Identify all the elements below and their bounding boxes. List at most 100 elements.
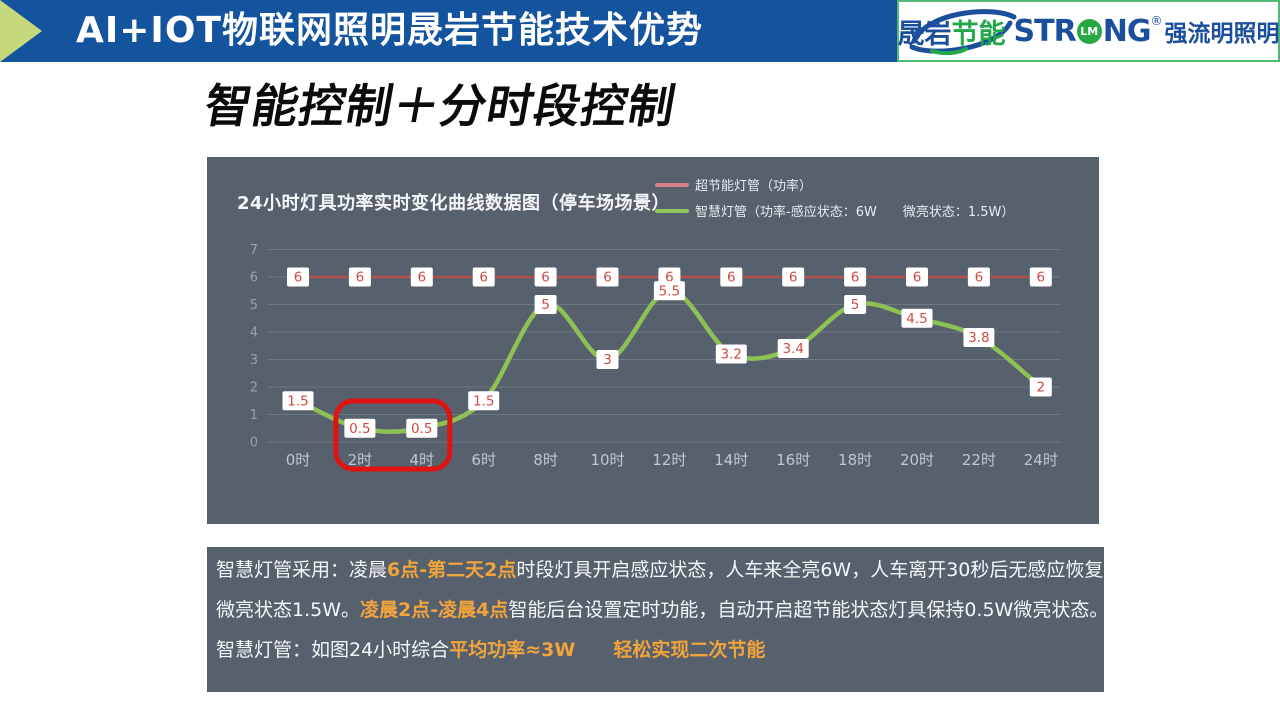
header-bar: AI+IOT物联网照明晟岩节能技术优势 <box>0 0 897 62</box>
strong-logo-post: NG <box>1102 13 1152 49</box>
note-highlight: 轻松实现二次节能 <box>613 639 766 661</box>
note-text: 微亮状态1.5W。 <box>216 599 361 621</box>
strong-logo-cn: 强流明照明 <box>1164 21 1280 47</box>
data-label-box <box>596 350 619 369</box>
y-tick-label: 4 <box>250 326 258 341</box>
note-line: 微亮状态1.5W。凌晨2点-凌晨4点智能后台设置定时功能，自动开启超节能状态灯具… <box>216 597 1108 624</box>
shengyan-logo-text: 晟岩节能 <box>898 12 1006 51</box>
line-chart: 0 1 2 3 4 5 6 7 0时 2时 4时 6时 8时 10时 12时 14时 16时 18时 20时 22时 2… <box>250 243 1060 472</box>
data-label: 5.5 <box>659 283 680 299</box>
data-label: 1.5 <box>287 393 308 409</box>
y-tick-label: 6 <box>250 271 258 286</box>
note-text: 时段灯具开启感应状态，人车来全亮6W，人车离开30秒后无感应恢复 <box>516 559 1104 581</box>
page-title: 智能控制＋分时段控制 <box>200 79 681 133</box>
strong-logo-pre: STR <box>1013 13 1077 49</box>
data-label: 6 <box>975 270 984 286</box>
shengyan-logo: 晟岩节能 <box>898 5 1017 57</box>
y-tick-label: 7 <box>250 243 258 258</box>
data-label-box <box>348 267 371 287</box>
data-label-box <box>472 267 495 287</box>
data-label: 6 <box>851 270 860 286</box>
chart-panel: 0 1 2 3 4 5 6 7 0时 2时 4时 6时 8时 10时 12时 14时 16时 18时 20时 22时 2… <box>207 157 1099 524</box>
orbit-swoosh-icon <box>909 9 1017 56</box>
data-label-box <box>410 267 433 287</box>
data-label: 6 <box>294 270 303 286</box>
data-label-box <box>653 281 685 301</box>
note-text <box>575 639 613 661</box>
x-tick-label: 0时 <box>286 451 311 469</box>
legend-item: 智慧灯管（功率-感应状态：6W 微亮状态：1.5W） <box>655 200 1014 221</box>
data-label-box <box>844 295 867 314</box>
data-label: 6 <box>603 270 612 286</box>
data-label: 1.5 <box>473 393 494 409</box>
header-title: AI+IOT物联网照明晟岩节能技术优势 <box>76 10 703 51</box>
y-tick-label: 3 <box>250 353 258 368</box>
x-tick-label: 6时 <box>471 451 496 469</box>
data-label-box <box>967 267 990 287</box>
note-text: 智慧灯管采用：凌晨 <box>216 559 388 581</box>
y-tick-label: 2 <box>250 381 258 396</box>
legend-label: 智慧灯管（功率-感应状态：6W 微亮状态：1.5W） <box>695 205 1015 220</box>
data-label: 6 <box>541 270 550 286</box>
data-label: 4.5 <box>906 311 927 327</box>
data-label: 3.4 <box>782 341 803 357</box>
highlight-oval <box>333 398 453 472</box>
note-highlight: 6点-第二天2点 <box>387 559 517 581</box>
x-tick-label: 2时 <box>348 451 373 469</box>
data-label-box <box>901 308 933 328</box>
y-tick-label: 0 <box>250 436 258 451</box>
chart-legend: 超节能灯管（功率） 智慧灯管（功率-感应状态：6W 微亮状态：1.5W） <box>655 174 1014 221</box>
data-label-box <box>282 391 314 411</box>
data-label: 6 <box>356 270 365 286</box>
note-line: 智慧灯管采用：凌晨6点-第二天2点时段灯具开启感应状态，人车来全亮6W，人车离开… <box>216 557 1103 584</box>
data-label-box <box>468 391 500 411</box>
arrow-icon <box>0 0 42 62</box>
data-label-box <box>287 267 309 287</box>
data-label-box <box>1029 377 1052 397</box>
x-tick-label: 22时 <box>962 451 996 469</box>
legend-swatch-red-line-icon <box>655 182 689 187</box>
data-label: 3.2 <box>721 347 742 363</box>
y-tick-label: 1 <box>250 408 258 423</box>
data-label: 3.8 <box>968 330 989 346</box>
data-label: 2 <box>1037 380 1046 396</box>
data-label-box <box>406 418 438 438</box>
data-label: 3 <box>603 352 612 368</box>
note-highlight: 凌晨2点-凌晨4点 <box>360 599 509 621</box>
x-tick-label: 24时 <box>1024 451 1058 469</box>
data-label: 6 <box>479 270 488 286</box>
data-label-box <box>534 267 557 287</box>
registered-mark: ® <box>1150 14 1163 28</box>
data-label-box <box>906 267 928 287</box>
x-tick-label: 10时 <box>590 451 624 469</box>
data-label: 6 <box>789 270 798 286</box>
data-label-box <box>844 267 867 287</box>
data-label: 6 <box>418 270 427 286</box>
data-label: 5 <box>541 297 550 313</box>
data-label-box <box>1029 267 1052 287</box>
x-tick-label: 14时 <box>714 451 748 469</box>
y-tick-label: 5 <box>250 298 258 313</box>
data-label: 6 <box>913 270 922 286</box>
x-tick-label: 18时 <box>838 451 872 469</box>
data-label: 0.5 <box>411 421 432 437</box>
logo-text-green: 节能 <box>951 18 1006 50</box>
note-text: 智慧灯管：如图24小时综合 <box>216 639 450 661</box>
logo-box: 晟岩节能 STR LM NG ® 强流明照明 <box>897 0 1280 62</box>
data-label-box <box>534 295 557 314</box>
data-label-box <box>720 267 743 287</box>
chart-title: 24小时灯具功率实时变化曲线数据图（停车场场景） <box>237 193 671 214</box>
data-label: 6 <box>665 270 674 286</box>
strong-logo: STR LM NG ® 强流明照明 <box>1014 14 1280 49</box>
data-label-box <box>596 267 619 287</box>
legend-label: 超节能灯管（功率） <box>695 179 813 194</box>
x-tick-label: 16时 <box>776 451 810 469</box>
data-label-box <box>344 418 376 438</box>
x-tick-label: 20时 <box>900 451 934 469</box>
data-label: 0.5 <box>349 421 370 437</box>
legend-item: 超节能灯管（功率） <box>655 174 1014 195</box>
x-tick-label: 8时 <box>533 451 558 469</box>
note-highlight: 平均功率≈3W <box>449 639 576 661</box>
logo-text-blue: 晟岩 <box>897 18 952 50</box>
